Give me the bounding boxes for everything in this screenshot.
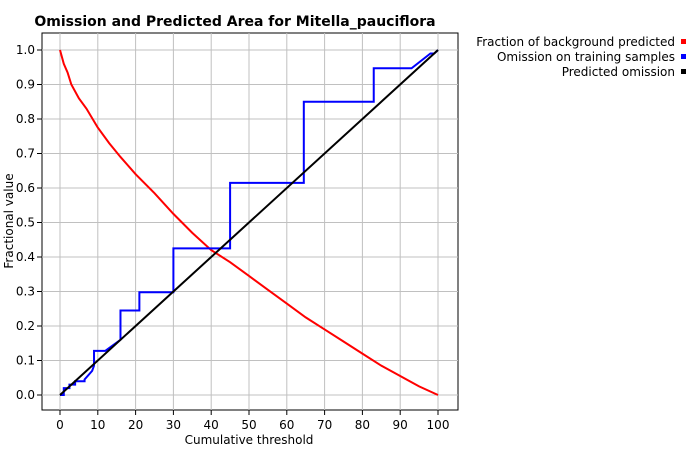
legend-background-predicted-label: Fraction of background predicted <box>476 35 675 49</box>
y-tick-label: 0.0 <box>16 388 35 402</box>
predicted-omission-line <box>59 49 439 396</box>
x-axis-label: Cumulative threshold <box>185 433 314 447</box>
axis-ticks: 0 10 20 30 40 50 60 70 80 90 100 0.0 0.1 0.2 0.3 0.4 0.5… <box>16 43 450 432</box>
grid-lines <box>42 33 458 410</box>
legend-training-omission-label: Omission on training samples <box>497 50 675 64</box>
x-tick-label: 100 <box>427 418 450 432</box>
y-tick-label: 0.5 <box>16 216 35 230</box>
legend-predicted-omission-swatch <box>681 69 686 74</box>
y-tick-label: 0.1 <box>16 354 35 368</box>
legend-predicted-omission-label: Predicted omission <box>562 65 675 79</box>
y-tick-label: 0.8 <box>16 112 35 126</box>
x-tick-label: 10 <box>90 418 105 432</box>
x-tick-label: 70 <box>317 418 332 432</box>
training-omission-line <box>60 49 439 396</box>
series-lines <box>59 49 439 396</box>
legend-training-omission-swatch <box>681 54 686 59</box>
x-tick-label: 0 <box>56 418 64 432</box>
x-tick-label: 50 <box>241 418 256 432</box>
x-tick-label: 20 <box>128 418 143 432</box>
y-tick-label: 0.9 <box>16 78 35 92</box>
y-tick-label: 1.0 <box>16 43 35 57</box>
y-tick-label: 0.4 <box>16 250 35 264</box>
y-tick-label: 0.7 <box>16 147 35 161</box>
chart-title: Omission and Predicted Area for Mitella_… <box>34 14 435 30</box>
legend: Fraction of background predictedOmission… <box>476 35 686 79</box>
legend-background-predicted-swatch <box>681 39 686 44</box>
y-axis-label: Fractional value <box>2 173 16 268</box>
background-predicted-line <box>59 49 439 396</box>
y-tick-label: 0.2 <box>16 319 35 333</box>
y-tick-label: 0.6 <box>16 181 35 195</box>
x-tick-label: 60 <box>279 418 294 432</box>
x-tick-label: 80 <box>355 418 370 432</box>
x-tick-label: 90 <box>393 418 408 432</box>
x-tick-label: 30 <box>166 418 181 432</box>
y-tick-label: 0.3 <box>16 285 35 299</box>
x-tick-label: 40 <box>204 418 219 432</box>
